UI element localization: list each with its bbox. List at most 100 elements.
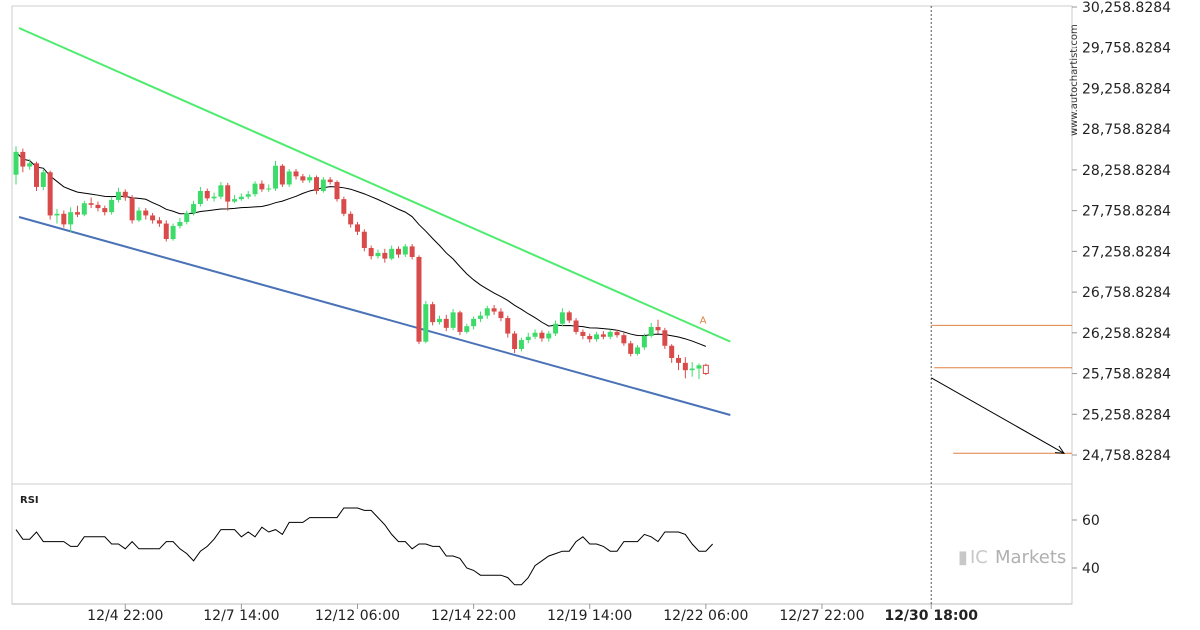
candle-body — [505, 318, 511, 334]
candle-body — [682, 362, 688, 371]
candle-body — [594, 334, 600, 340]
x-tick-label: 12/7 14:00 — [203, 608, 279, 624]
candle-body — [170, 226, 176, 240]
candle-body — [566, 312, 572, 321]
y-tick-label: 28,758.8284 — [1082, 122, 1171, 138]
candle-body — [320, 179, 326, 191]
candle-body — [416, 256, 422, 342]
x-tick-label: 12/30 18:00 — [884, 608, 978, 624]
candle-body — [27, 163, 33, 167]
support-line — [18, 216, 731, 416]
candle-body — [211, 196, 217, 199]
forecast-arrow — [930, 377, 1065, 454]
candle-body — [47, 172, 53, 216]
x-tick-label: 12/27 22:00 — [779, 608, 864, 624]
candle-body — [512, 333, 518, 350]
x-tick-label: 12/12 06:00 — [315, 608, 400, 624]
candle-body — [621, 335, 627, 344]
candle-body — [143, 210, 149, 216]
brand-prefix: IC — [970, 547, 988, 568]
x-tick-label: 12/19 14:00 — [547, 608, 632, 624]
candle-body — [88, 203, 94, 205]
candle-body — [368, 248, 374, 257]
candle-body — [266, 188, 272, 190]
resistance-line — [18, 27, 731, 343]
candle-body — [102, 208, 108, 213]
candle-body — [20, 151, 26, 167]
candle-body — [355, 224, 360, 232]
candles — [13, 146, 709, 380]
candle-body — [273, 165, 279, 189]
rsi-line — [15, 507, 714, 586]
candle-body — [436, 318, 442, 323]
trend-lines — [18, 27, 731, 416]
brand-logo: ▮ IC Markets — [958, 547, 1066, 568]
candle-body — [225, 185, 231, 202]
candle-body — [648, 327, 654, 336]
brand-name: Markets — [995, 547, 1066, 568]
brand-icon: ▮ — [958, 547, 968, 568]
candle-body — [409, 246, 415, 257]
rsi-panel: RSI 60 40 — [15, 495, 1100, 586]
candle-body — [197, 190, 203, 205]
candle-body — [546, 333, 552, 339]
candle-body — [327, 179, 333, 183]
forecast-arrow-head — [1054, 445, 1065, 454]
candle-body — [477, 315, 483, 319]
candle-body — [525, 336, 531, 341]
candle-body — [74, 212, 80, 215]
candle-body — [395, 248, 401, 255]
candle-body — [443, 318, 449, 328]
main-plot-frame — [11, 5, 1073, 485]
rsi-title: RSI — [20, 495, 39, 506]
candle-body — [573, 320, 579, 332]
y-tick-label: 26,258.8284 — [1082, 326, 1171, 342]
candle-body — [279, 165, 285, 185]
candle-body — [491, 308, 497, 312]
candle-body — [54, 213, 60, 216]
rsi-y-tick-label: 60 — [1082, 513, 1100, 529]
candle-body — [689, 368, 695, 371]
candle-body — [484, 308, 490, 316]
candle-body — [184, 212, 190, 222]
candle-body — [191, 204, 197, 213]
candle-body — [286, 171, 292, 185]
candle-body — [40, 172, 46, 187]
candle-body — [13, 151, 19, 175]
candle-body — [252, 183, 258, 195]
candle-body — [334, 182, 340, 200]
candle-body — [33, 163, 39, 187]
candle-body — [614, 331, 620, 336]
pattern-marker-label: A — [700, 315, 707, 326]
y-tick-label: 30,258.8284 — [1082, 0, 1171, 16]
x-tick-label: 12/14 22:00 — [431, 608, 516, 624]
candle-body — [136, 210, 142, 221]
candle-body — [580, 331, 586, 336]
candle-body — [553, 323, 559, 334]
rsi-plot-frame — [11, 483, 1073, 605]
y-tick-label: 28,258.8284 — [1082, 163, 1171, 179]
candle-body — [702, 364, 709, 374]
x-axis-labels: 12/4 22:00 12/7 14:00 12/12 06:00 12/14 22:… — [87, 604, 978, 624]
candle-body — [238, 196, 244, 200]
candle-body — [628, 343, 634, 354]
candle-body — [361, 231, 367, 249]
candle-body — [314, 177, 320, 191]
candle-body — [68, 212, 74, 225]
candle-body — [696, 365, 702, 369]
y-tick-label: 29,258.8284 — [1082, 81, 1171, 97]
forecast-arrow-line — [930, 377, 1065, 454]
candle-body — [245, 194, 251, 197]
y-tick-label: 29,758.8284 — [1082, 41, 1171, 57]
candle-body — [163, 223, 169, 240]
candle-body — [669, 345, 675, 358]
candle-body — [307, 177, 313, 181]
candle-body — [348, 213, 354, 225]
y-tick-label: 27,758.8284 — [1082, 204, 1171, 220]
candle-body — [341, 199, 347, 214]
candle-body — [375, 252, 381, 257]
candle-body — [607, 331, 613, 337]
candle-body — [641, 335, 647, 348]
candle-body — [300, 176, 306, 181]
